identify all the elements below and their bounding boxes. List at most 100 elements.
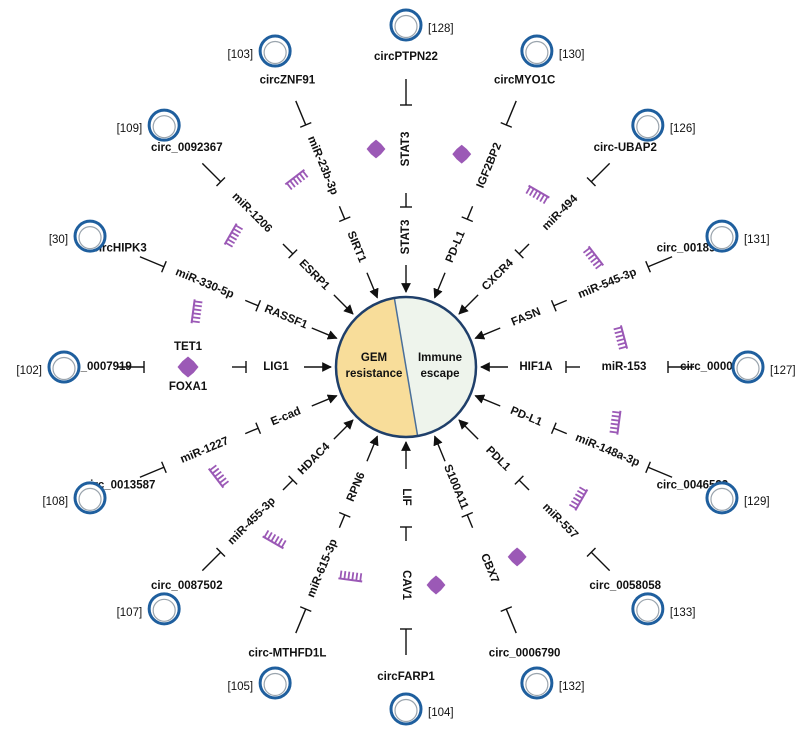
mirna-tooth: [610, 422, 619, 426]
inhibit-bar: [338, 511, 351, 518]
mirna-tooth: [355, 572, 359, 581]
circrna-ring: [389, 8, 423, 42]
reference: [102]: [16, 365, 42, 377]
circrna-icon: [147, 592, 181, 626]
circrna-inner: [525, 672, 549, 697]
mirna-tooth: [211, 467, 220, 475]
mirna-tooth: [616, 338, 625, 342]
mirna-tooth: [611, 414, 620, 418]
reference: [131]: [744, 234, 770, 246]
mirna-tooth: [576, 489, 585, 496]
circrna-icon: [73, 219, 107, 253]
circrna-ring: [147, 108, 181, 142]
arrow-line: [433, 435, 446, 462]
mirna-tooth: [532, 190, 538, 199]
mirna-tooth: [525, 186, 532, 195]
circrna-inner: [78, 487, 102, 511]
mirna-tooth: [216, 474, 225, 481]
reference: [133]: [670, 607, 696, 619]
inhibit-line: [505, 608, 517, 634]
inhibit-bar: [288, 249, 298, 259]
mirna-tooth: [225, 241, 234, 248]
mirna-tooth: [582, 247, 591, 254]
mirna-tooth: [214, 470, 222, 478]
protein-icon: [452, 144, 472, 164]
mirna-tooth: [587, 253, 596, 260]
inhibit-line: [505, 100, 517, 126]
inhibit-line: [647, 466, 673, 478]
circrna-icon: [147, 108, 181, 142]
mirna-tooth: [351, 572, 355, 581]
inhibit-line: [282, 243, 294, 255]
mirna-tooth: [539, 194, 545, 203]
circrna-label: circFARP1: [377, 671, 435, 683]
mirna-tooth: [570, 500, 579, 506]
inhibit-bar: [216, 177, 226, 187]
circrna-ring: [258, 34, 292, 68]
mirna-tooth: [339, 570, 343, 579]
reference: [132]: [559, 681, 585, 693]
mirna-tooth: [614, 330, 623, 335]
circrna-ring: [147, 592, 181, 626]
circrna-inner: [710, 487, 734, 511]
target-label: LIG1: [263, 361, 289, 373]
circrna-icon: [73, 481, 107, 515]
circrna-icon: [520, 666, 554, 700]
inhibit-line: [201, 551, 222, 572]
inhibit-line: [647, 256, 673, 268]
mirna-backbone: [338, 577, 363, 583]
mirna-backbone: [616, 410, 622, 435]
circrna-inner: [394, 698, 418, 723]
center-right-line1: Immune: [418, 352, 462, 364]
circrna-icon: [258, 34, 292, 68]
protein-icon: [507, 547, 527, 567]
mirna-icon: [223, 223, 244, 248]
circrna-label: circZNF91: [260, 75, 316, 87]
circrna-ring: [520, 666, 554, 700]
regulator-label: CAV1: [400, 570, 412, 600]
mirna-icon: [613, 325, 629, 350]
circrna-inner: [710, 226, 734, 250]
circrna-ring: [73, 481, 107, 515]
mirna-icon: [338, 570, 363, 583]
center-ring: [334, 295, 478, 439]
mirna-tooth: [610, 426, 619, 430]
circrna-inner: [263, 40, 287, 65]
inhibit-line: [553, 299, 568, 307]
mirna-tooth: [277, 537, 284, 546]
circrna-ring: [47, 350, 81, 384]
mirna-tooth: [229, 235, 238, 241]
circrna-label: circMYO1C: [494, 75, 555, 87]
inhibit-line: [295, 608, 307, 634]
mirna-backbone: [207, 468, 225, 489]
reference: [129]: [744, 496, 770, 508]
mirna-tooth: [613, 326, 622, 331]
circrna-icon: [47, 350, 81, 384]
mirna-tooth: [191, 320, 200, 324]
inhibit-line: [466, 514, 474, 529]
inhibit-line: [590, 551, 611, 572]
inhibit-bar: [461, 511, 474, 518]
circrna-icon: [258, 666, 292, 700]
mirna-tooth: [568, 503, 577, 510]
mirna-tooth: [221, 480, 230, 487]
inhibit-bar: [586, 547, 596, 557]
reference: [128]: [428, 23, 454, 35]
mirna-tooth: [209, 464, 217, 471]
inhibit-line: [201, 162, 222, 183]
circrna-icon: [731, 350, 765, 384]
reference: [127]: [770, 365, 796, 377]
circrna-inner: [78, 226, 102, 250]
mirna-tooth: [585, 250, 593, 257]
inhibit-line: [553, 427, 568, 435]
mirna-tooth: [611, 418, 620, 422]
protein-icon: [366, 139, 386, 159]
mirna-tooth: [595, 263, 603, 270]
inhibit-line: [518, 479, 530, 491]
center-node: [336, 297, 476, 437]
mirna-icon: [568, 486, 589, 511]
circrna-label: circ_0092367: [151, 142, 223, 154]
inhibit-bar: [216, 547, 226, 557]
target-label: STAT3: [400, 220, 412, 255]
